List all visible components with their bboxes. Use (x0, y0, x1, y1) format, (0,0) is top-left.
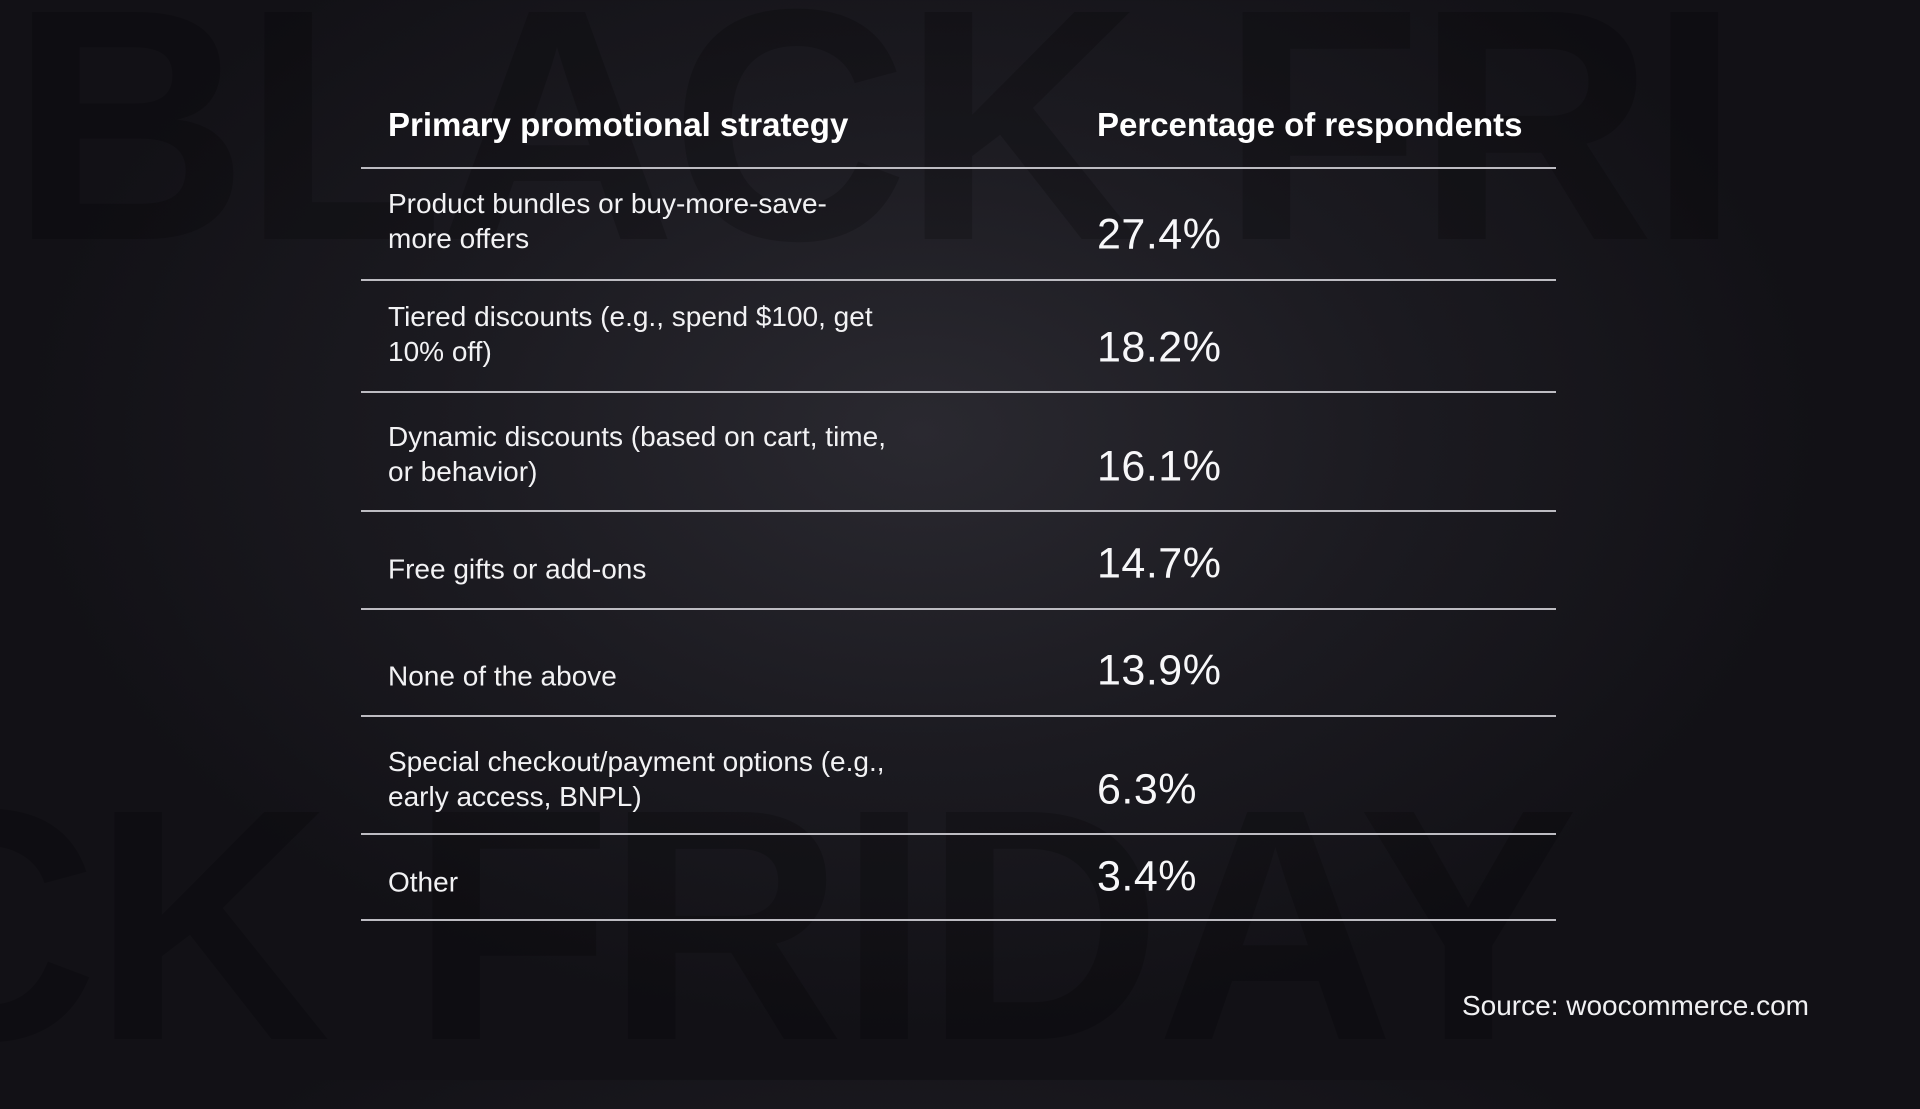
divider (361, 919, 1556, 921)
header-strategy: Primary promotional strategy (388, 106, 849, 143)
percentage-cell: 14.7% (1097, 539, 1222, 588)
watermark-text: CK FRIDAY (0, 740, 1578, 1109)
strategy-cell: Free gifts or add-ons (388, 553, 647, 585)
source-attribution: Source: woocommerce.com (1461, 990, 1809, 1021)
divider (361, 715, 1556, 717)
percentage-cell: 6.3% (1097, 765, 1198, 814)
strategy-cell: Dynamic discounts (based on cart, time, … (388, 421, 886, 487)
percentage-cell: 3.4% (1097, 852, 1198, 901)
strategy-cell: None of the above (388, 660, 617, 692)
strategy-cell: Other (388, 866, 459, 898)
table-header: Primary promotional strategy Percentage … (361, 106, 1556, 168)
strategy-cell: Product bundles or buy-more-save-more of… (388, 188, 827, 254)
header-percentage: Percentage of respondents (1097, 106, 1523, 143)
percentage-cell: 16.1% (1097, 442, 1222, 491)
divider (361, 167, 1556, 169)
watermark-text: BLACK FRI (10, 0, 1740, 309)
percentage-cell: 13.9% (1097, 646, 1222, 695)
divider (361, 391, 1556, 393)
divider (361, 279, 1556, 281)
strategy-cell: Special checkout/payment options (e.g., … (388, 746, 885, 812)
divider (361, 608, 1556, 610)
divider (361, 510, 1556, 512)
divider (361, 833, 1556, 835)
strategy-cell: Tiered discounts (e.g., spend $100, get … (388, 301, 873, 367)
percentage-cell: 18.2% (1097, 323, 1222, 372)
percentage-cell: 27.4% (1097, 210, 1222, 259)
